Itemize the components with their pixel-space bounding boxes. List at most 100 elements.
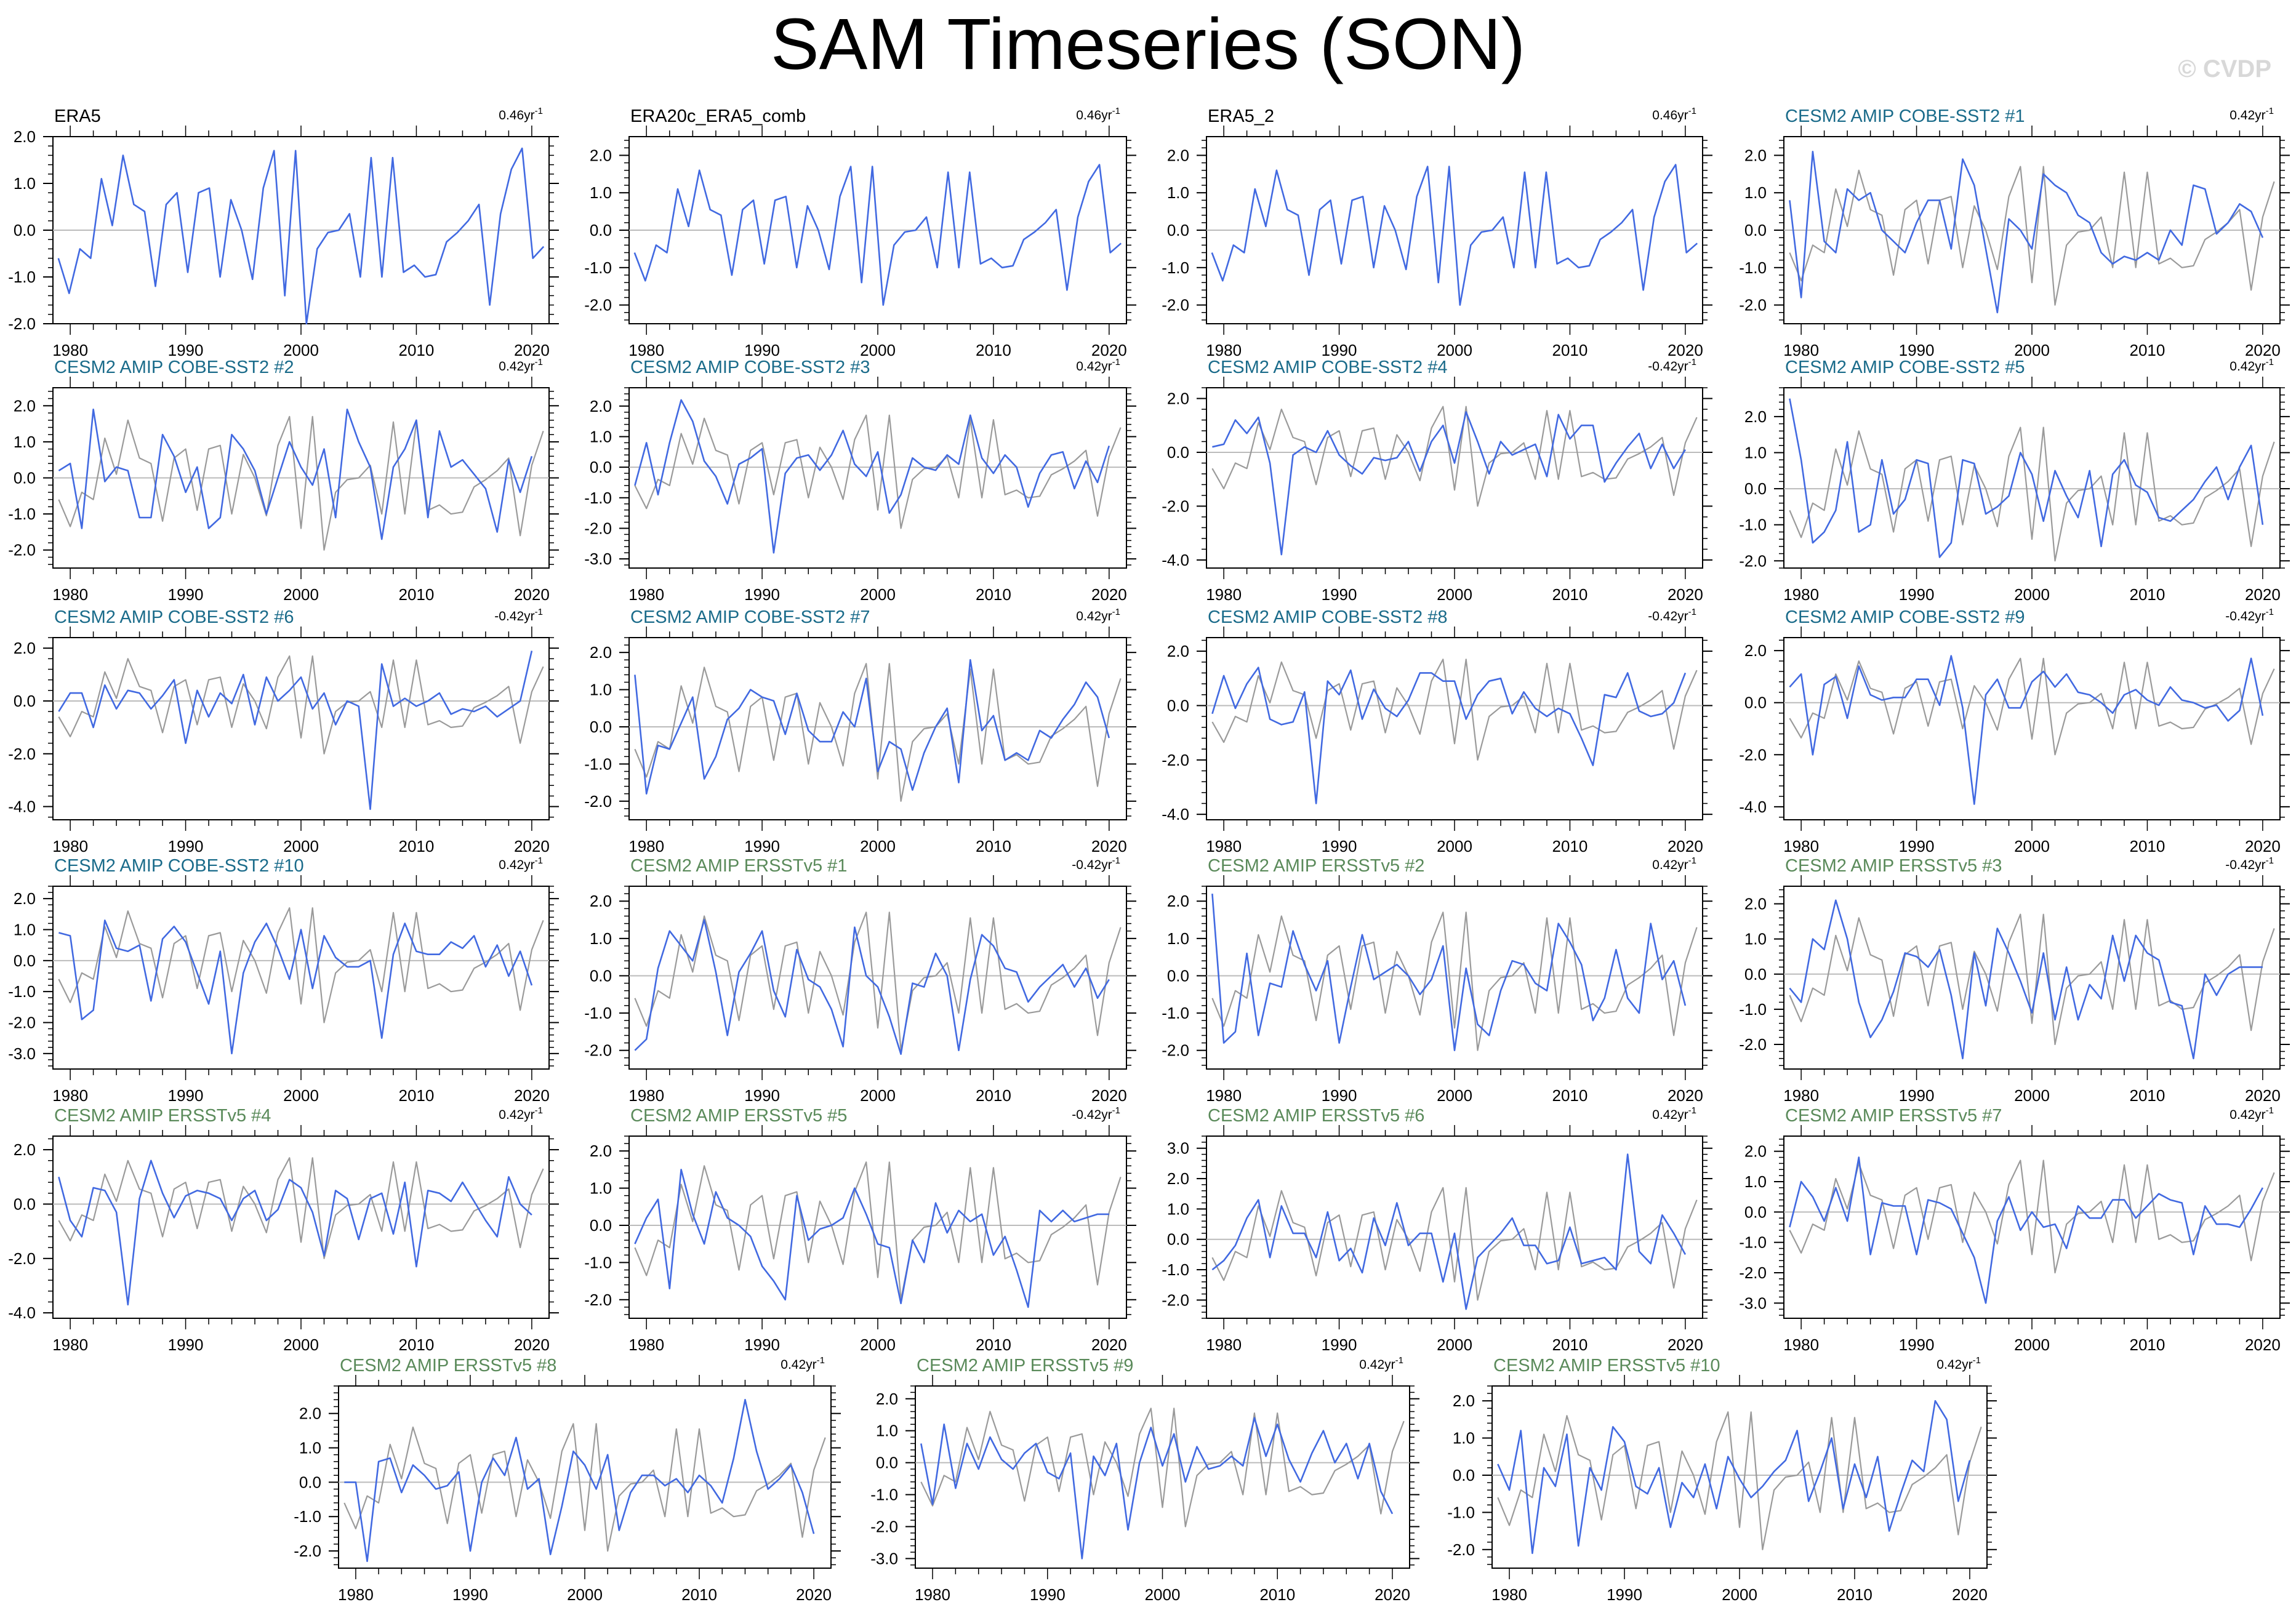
obs-series-line xyxy=(58,907,544,1023)
x-tick-label: 1990 xyxy=(744,1336,780,1354)
y-tick-label: -1.0 xyxy=(1739,1000,1767,1019)
y-tick-label: -4.0 xyxy=(1162,551,1189,569)
y-tick-label: 0.0 xyxy=(1453,1466,1475,1484)
y-tick-label: -2.0 xyxy=(1739,1264,1767,1282)
y-tick-label: 0.0 xyxy=(14,221,36,239)
y-tick-label: -1.0 xyxy=(1739,258,1767,277)
y-tick-label: 1.0 xyxy=(299,1439,321,1457)
trend-label: 0.42yr-1 xyxy=(1359,1355,1403,1372)
x-tick-label: 2000 xyxy=(2014,1086,2050,1105)
x-tick-label: 2010 xyxy=(399,1336,435,1354)
y-tick-label: -2.0 xyxy=(1739,1035,1767,1054)
x-tick-label: 2020 xyxy=(2245,341,2281,359)
x-tick-label: 2000 xyxy=(1145,1585,1181,1604)
y-tick-label: -2.0 xyxy=(1162,296,1189,314)
y-tick-label: 2.0 xyxy=(1744,895,1767,913)
y-tick-label: 0.0 xyxy=(1744,479,1767,498)
x-tick-label: 1990 xyxy=(744,585,780,604)
y-tick-label: 0.0 xyxy=(1167,696,1189,715)
panel-title: CESM2 AMIP ERSSTv5 #6 xyxy=(1208,1106,1424,1126)
obs-series-line xyxy=(1789,657,2275,756)
trend-label: 0.42yr-1 xyxy=(1652,855,1696,872)
y-tick-label: 0.0 xyxy=(1167,221,1189,239)
series-line xyxy=(58,408,533,540)
x-tick-label: 2020 xyxy=(514,837,550,855)
x-tick-label: 1990 xyxy=(1899,1336,1935,1354)
panel-title: CESM2 AMIP COBE-SST2 #4 xyxy=(1208,358,1448,377)
trend-label: -0.42yr-1 xyxy=(1072,855,1120,872)
x-tick-label: 2020 xyxy=(1668,1336,1703,1354)
panel-title: CESM2 AMIP COBE-SST2 #1 xyxy=(1785,106,2025,126)
y-tick-label: 2.0 xyxy=(590,397,612,415)
x-tick-label: 2020 xyxy=(2245,1336,2281,1354)
x-tick-label: 1980 xyxy=(1783,341,1819,359)
y-tick-label: -2.0 xyxy=(1162,497,1189,515)
y-tick-label: 1.0 xyxy=(590,183,612,202)
y-tick-label: 0.0 xyxy=(1744,694,1767,712)
trend-exponent: -1 xyxy=(1112,855,1120,866)
series-line xyxy=(58,1159,532,1306)
trend-exponent: -1 xyxy=(1688,855,1696,866)
obs-series-line xyxy=(1789,166,2275,306)
y-tick-label: -2.0 xyxy=(584,1291,612,1309)
obs-series-line xyxy=(634,414,1122,529)
plot-frame xyxy=(1206,886,1703,1070)
y-tick-label: 2.0 xyxy=(1167,892,1189,910)
panel-title: CESM2 AMIP COBE-SST2 #9 xyxy=(1785,607,2025,627)
x-tick-label: 2020 xyxy=(2245,1086,2281,1105)
series-line xyxy=(1789,1156,2264,1304)
y-tick-label: 2.0 xyxy=(14,889,36,908)
x-tick-label: 1980 xyxy=(628,341,664,359)
panel-title: CESM2 AMIP COBE-SST2 #8 xyxy=(1208,607,1448,627)
x-tick-label: 1980 xyxy=(1206,341,1242,359)
x-tick-label: 1990 xyxy=(1322,341,1357,359)
panel-3: 2.0 1.0 0.0 -1.0 -2.0 1980 1990 2000 2010 2020 ERA… xyxy=(1162,106,1712,359)
y-tick-label: 2.0 xyxy=(14,639,36,657)
y-tick-label: -4.0 xyxy=(8,1304,36,1322)
series-line xyxy=(633,164,1122,306)
obs-series-line xyxy=(1497,1411,1982,1550)
y-tick-label: -2.0 xyxy=(584,792,612,811)
series-line xyxy=(1497,1400,1971,1555)
x-tick-label: 2010 xyxy=(976,341,1011,359)
x-tick-label: 1980 xyxy=(52,1086,88,1105)
x-tick-label: 2000 xyxy=(2014,837,2050,855)
y-tick-label: 1.0 xyxy=(1167,183,1189,202)
x-tick-label: 2010 xyxy=(976,1336,1011,1354)
x-tick-label: 2010 xyxy=(399,1086,435,1105)
x-tick-label: 2000 xyxy=(283,1086,319,1105)
trend-exponent: -1 xyxy=(817,1355,825,1366)
series-line xyxy=(57,147,545,325)
trend-exponent: -1 xyxy=(1688,106,1696,116)
plot-frame xyxy=(628,886,1127,1070)
y-tick-label: 1.0 xyxy=(1167,929,1189,948)
x-tick-label: 2010 xyxy=(2130,585,2166,604)
y-tick-label: -2.0 xyxy=(1162,1041,1189,1060)
panel-12: 2.0 0.0 -2.0 -4.0 1980 1990 2000 2010 2020 CESM2 … xyxy=(1739,607,2290,855)
y-tick-label: 2.0 xyxy=(1744,1142,1767,1161)
y-tick-label: -2.0 xyxy=(584,519,612,537)
series-line xyxy=(634,399,1110,554)
y-tick-label: 0.0 xyxy=(1167,966,1189,985)
y-tick-label: 1.0 xyxy=(14,920,36,939)
panel-22: 2.0 1.0 0.0 -1.0 -2.0 -3.0 1980 1990 2000 2010 202… xyxy=(870,1355,1419,1604)
panel-2: 2.0 1.0 0.0 -1.0 -2.0 1980 1990 2000 2010 2020 ERA… xyxy=(584,106,1136,359)
trend-label: 0.42yr-1 xyxy=(499,1105,543,1122)
trend-label: -0.42yr-1 xyxy=(1072,1105,1120,1122)
y-tick-label: 1.0 xyxy=(590,1179,612,1198)
y-tick-label: 0.0 xyxy=(590,458,612,476)
panel-title: CESM2 AMIP COBE-SST2 #2 xyxy=(54,358,294,377)
y-tick-label: 0.0 xyxy=(299,1473,321,1491)
x-tick-label: 1980 xyxy=(628,837,664,855)
x-tick-label: 2000 xyxy=(860,837,896,855)
x-tick-label: 2000 xyxy=(1437,585,1472,604)
panel-title: CESM2 AMIP ERSSTv5 #9 xyxy=(917,1356,1133,1376)
y-tick-label: -1.0 xyxy=(1162,258,1189,277)
x-tick-label: 2000 xyxy=(1437,1086,1472,1105)
x-tick-label: 1990 xyxy=(1322,1086,1357,1105)
trend-label: -0.42yr-1 xyxy=(1648,607,1696,623)
x-tick-label: 2000 xyxy=(1437,1336,1472,1354)
series-line xyxy=(1211,894,1687,1051)
y-tick-label: -1.0 xyxy=(8,268,36,286)
obs-series-line xyxy=(634,1161,1122,1300)
